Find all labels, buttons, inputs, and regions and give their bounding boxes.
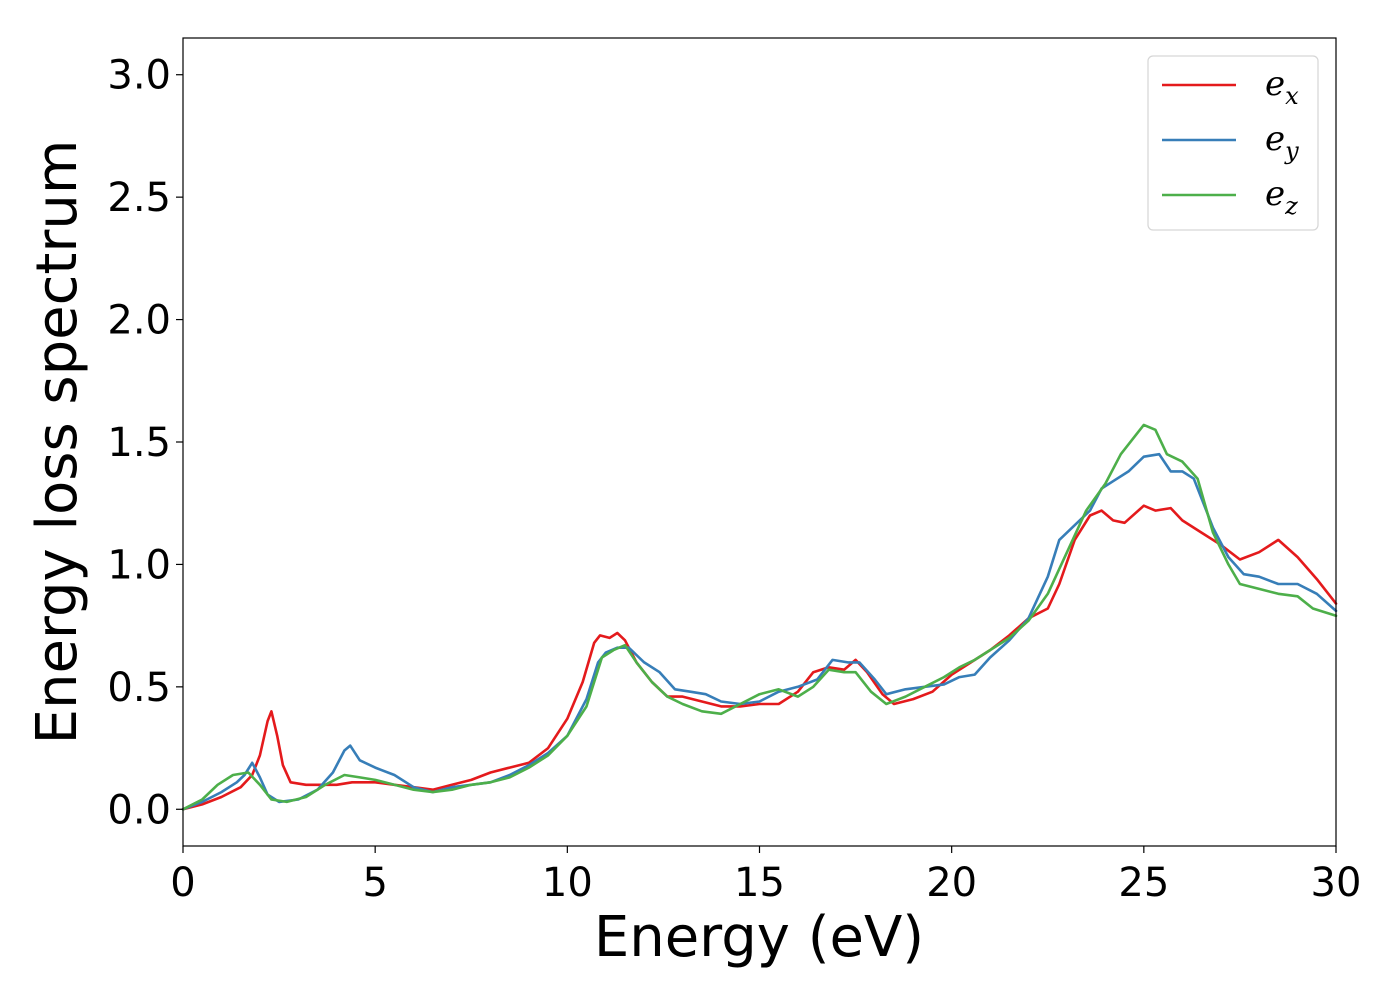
- series-line-ez: [181, 423, 1338, 811]
- x-tick-label: 30: [1311, 860, 1362, 906]
- x-tick-label: 20: [926, 860, 977, 906]
- y-tick-label: 2.5: [107, 175, 171, 221]
- y-axis: 0.0 0.5 1.0 1.5 2.0 2.5 3.0: [107, 53, 183, 833]
- y-tick-label: 1.0: [107, 542, 171, 588]
- y-tick-label: 0.0: [107, 787, 171, 833]
- y-tick-label: 2.0: [107, 298, 171, 344]
- x-tick-label: 0: [170, 860, 195, 906]
- legend-box: [1147, 55, 1319, 231]
- x-tick-label: 5: [362, 860, 387, 906]
- x-tick-label: 25: [1118, 860, 1169, 906]
- x-tick-label: 10: [542, 860, 593, 906]
- x-axis-title: Energy (eV): [594, 905, 924, 970]
- y-tick-label: 0.5: [107, 665, 171, 711]
- series-layer: [181, 423, 1338, 811]
- x-tick-label: 15: [734, 860, 785, 906]
- y-tick-label: 3.0: [107, 53, 171, 99]
- y-tick-label: 1.5: [107, 420, 171, 466]
- x-axis: 0 5 10 15 20 25 30: [170, 846, 1361, 906]
- y-axis-title: Energy loss spectrum: [25, 140, 90, 745]
